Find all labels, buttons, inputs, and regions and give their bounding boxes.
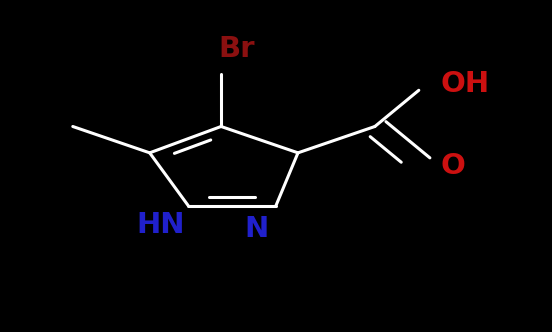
Text: Br: Br bbox=[219, 35, 255, 63]
Text: O: O bbox=[440, 152, 466, 180]
Text: HN: HN bbox=[136, 211, 185, 239]
Text: N: N bbox=[245, 214, 269, 243]
Text: OH: OH bbox=[440, 70, 490, 98]
